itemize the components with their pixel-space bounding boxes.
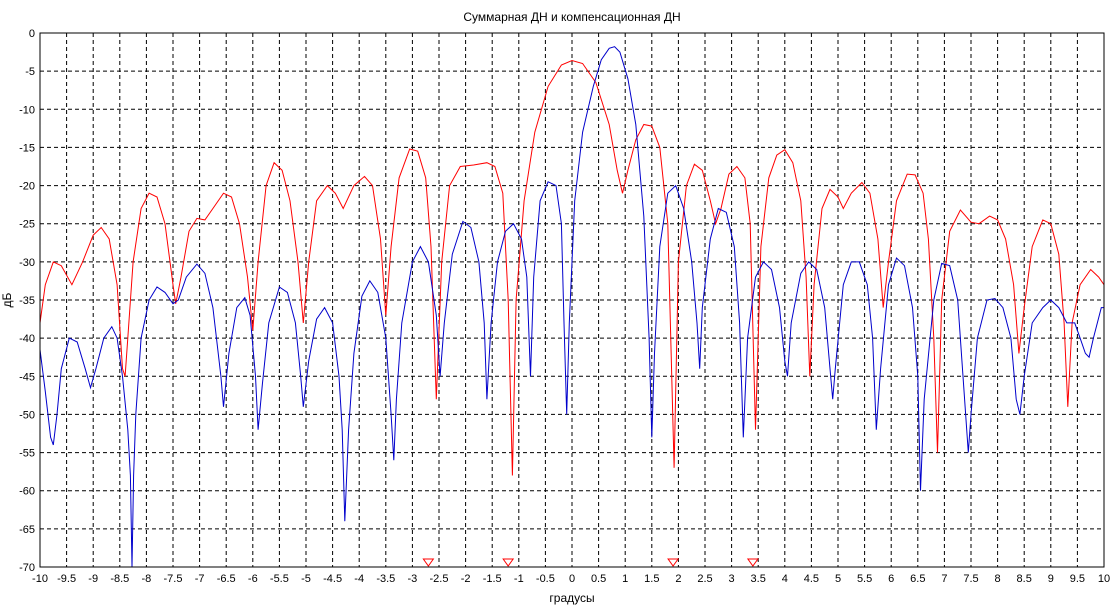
- y-axis-label: дБ: [0, 292, 14, 307]
- x-tick-label: -1: [514, 573, 524, 585]
- x-marker-triangle: [667, 558, 680, 567]
- x-tick-label: 8: [995, 573, 1001, 585]
- x-tick-label: -10: [32, 573, 48, 585]
- x-tick-label: 4.5: [804, 573, 819, 585]
- x-tick-label: 9: [1048, 573, 1054, 585]
- x-ticks: -10 -9.5 -9 -8.5 -8 -7.5 -7 -6.5 -6 -5.5 -5 -4.5 -4-…: [32, 573, 1110, 585]
- x-tick-label: -4: [354, 573, 364, 585]
- y-tick-label: -45: [19, 371, 35, 383]
- x-tick-label: 10: [1098, 573, 1110, 585]
- y-tick-label: -30: [19, 257, 35, 269]
- y-tick-label: -65: [19, 524, 35, 536]
- y-tick-label: -55: [19, 448, 35, 460]
- x-tick-label: 2.5: [697, 573, 712, 585]
- x-tick-label: 1: [622, 573, 628, 585]
- x-tick-label: 4: [782, 573, 788, 585]
- x-tick-label: -6: [248, 573, 258, 585]
- y-tick-label: -70: [19, 562, 35, 574]
- x-tick-label: -8.5: [110, 573, 129, 585]
- x-tick-label: 8.5: [1017, 573, 1032, 585]
- y-tick-label: -50: [19, 409, 35, 421]
- x-tick-label: -0.5: [536, 573, 555, 585]
- plot-frame: [39, 32, 1105, 568]
- x-tick-label: -7: [195, 573, 205, 585]
- x-tick-label: -7.5: [164, 573, 183, 585]
- grid: [39, 32, 1105, 568]
- x-tick-label: 7.5: [963, 573, 978, 585]
- x-tick-label: -2: [461, 573, 471, 585]
- y-tick-label: -10: [19, 104, 35, 116]
- x-tick-label: 3.5: [751, 573, 766, 585]
- x-tick-label: -9: [88, 573, 98, 585]
- x-tick-label: -9.5: [57, 573, 76, 585]
- y-tick-label: -15: [19, 142, 35, 154]
- x-tick-label: -4.5: [323, 573, 342, 585]
- y-tick-label: 0: [29, 28, 35, 40]
- x-tick-label: -5.5: [270, 573, 289, 585]
- y-tick-label: -35: [19, 295, 35, 307]
- x-marker-triangle: [502, 558, 515, 567]
- x-tick-label: -1.5: [483, 573, 502, 585]
- series-line-2: [40, 46, 1104, 567]
- x-tick-label: -8: [142, 573, 152, 585]
- x-tick-label: -3.5: [376, 573, 395, 585]
- x-tick-label: -5: [301, 573, 311, 585]
- x-tick-label: 0: [569, 573, 575, 585]
- x-tick-label: 3: [729, 573, 735, 585]
- series-line-1: [40, 59, 1104, 476]
- x-tick-label: 1.5: [644, 573, 659, 585]
- x-tick-label: -3: [408, 573, 418, 585]
- y-tick-label: -25: [19, 219, 35, 231]
- x-tick-label: 2: [675, 573, 681, 585]
- series-layer: [40, 46, 1104, 567]
- markers: [422, 558, 759, 567]
- x-tick-label: -2.5: [430, 573, 449, 585]
- y-tick-label: -40: [19, 333, 35, 345]
- x-tick-label: 0.5: [591, 573, 606, 585]
- y-ticks: 0 -5 -10 -15 -20 -25 -30 -35 -40 -45 -50 -55 -60 -65 -…: [19, 28, 35, 574]
- x-tick-label: 9.5: [1070, 573, 1085, 585]
- x-tick-label: 5.5: [857, 573, 872, 585]
- chart-title: Суммарная ДН и компенсационная ДН: [463, 10, 680, 24]
- y-tick-label: -5: [25, 66, 35, 78]
- x-tick-label: 6.5: [910, 573, 925, 585]
- y-tick-label: -20: [19, 181, 35, 193]
- x-tick-label: -6.5: [217, 573, 236, 585]
- x-axis-label: градусы: [549, 591, 594, 605]
- y-tick-label: -60: [19, 486, 35, 498]
- x-tick-label: 5: [835, 573, 841, 585]
- x-marker-triangle: [422, 558, 435, 567]
- x-marker-triangle: [746, 558, 759, 567]
- x-tick-label: 6: [888, 573, 894, 585]
- x-tick-label: 7: [941, 573, 947, 585]
